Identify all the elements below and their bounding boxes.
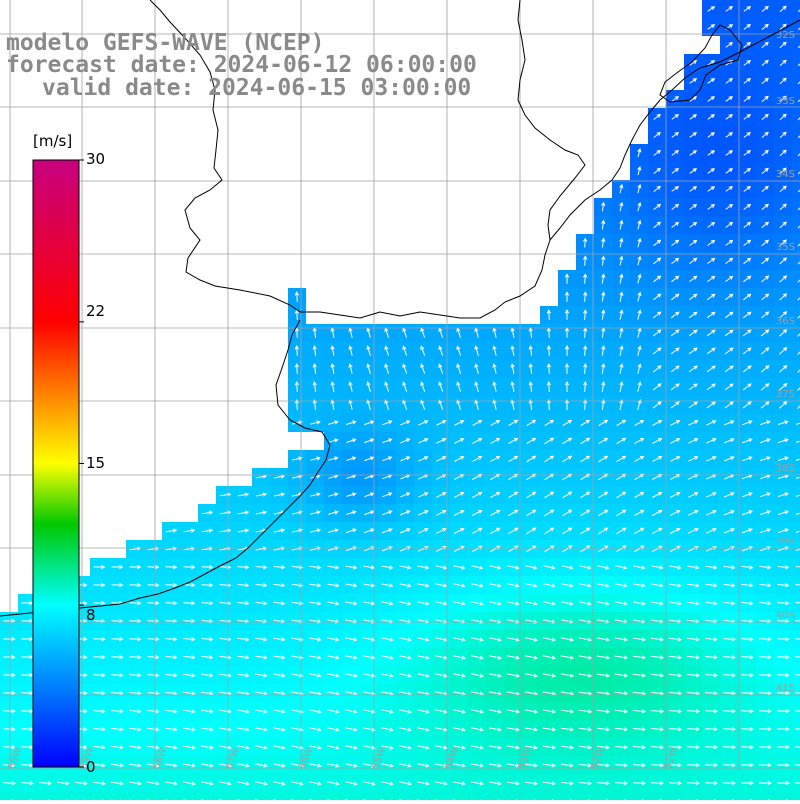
wind-speed-cell [216, 792, 234, 800]
latitude-label: 34S [776, 169, 795, 180]
wind-speed-cell [18, 792, 36, 800]
wind-speed-cell [630, 792, 648, 800]
wind-speed-cell [666, 792, 684, 800]
wind-speed-cell [270, 792, 288, 800]
wind-speed-cell [792, 72, 800, 90]
colorbar-unit: [m/s] [33, 132, 72, 150]
colorbar-gradient [33, 160, 79, 767]
wind-speed-cell [54, 792, 72, 800]
wind-speed-cell [180, 792, 198, 800]
wind-speed-cell [558, 792, 576, 800]
wind-speed-cell [792, 288, 800, 306]
wind-speed-cell [504, 792, 522, 800]
wind-speed-cell [432, 792, 450, 800]
wind-speed-cell [792, 342, 800, 360]
wind-speed-cell [486, 792, 504, 800]
wind-speed-cell [144, 792, 162, 800]
wind-speed-cell [540, 792, 558, 800]
wind-speed-cell [738, 792, 756, 800]
colorbar-tick-30: 30 [86, 150, 105, 168]
colorbar-tick-15: 15 [86, 454, 105, 472]
wind-speed-cell [414, 792, 432, 800]
wind-speed-cell [792, 414, 800, 432]
wind-speed-cell [792, 198, 800, 216]
wind-speed-cell [792, 216, 800, 234]
wind-speed-cell [720, 792, 738, 800]
wind-speed-cell [450, 792, 468, 800]
wind-speed-cell [792, 252, 800, 270]
wind-speed-cell [360, 792, 378, 800]
wind-speed-cell [792, 108, 800, 126]
wind-speed-cell [792, 0, 800, 18]
latitude-label: 38S [776, 463, 795, 474]
wind-speed-cell [72, 792, 90, 800]
wind-speed-cell [234, 792, 252, 800]
latitude-label: 39S [776, 536, 795, 547]
colorbar-tick-22: 22 [86, 302, 105, 320]
wind-speed-cell [684, 792, 702, 800]
latitude-label: 35S [776, 242, 795, 253]
wind-speed-cell [468, 792, 486, 800]
wind-speed-cell [792, 270, 800, 288]
latitude-label: 36S [776, 316, 795, 327]
wind-speed-cell [576, 792, 594, 800]
wind-speed-cell [792, 360, 800, 378]
wind-speed-cell [162, 792, 180, 800]
wind-speed-cell [126, 792, 144, 800]
wind-speed-cell [612, 792, 630, 800]
wind-speed-cell [792, 432, 800, 450]
wind-speed-cell [792, 486, 800, 504]
colorbar-tick-8: 8 [86, 606, 96, 624]
wind-speed-cell [324, 792, 342, 800]
wind-speed-cell [756, 792, 774, 800]
colorbar-tick-0: 0 [86, 758, 96, 776]
wind-speed-cell [342, 792, 360, 800]
wind-speed-cell [306, 792, 324, 800]
map-title-valid-date: valid date: 2024-06-15 03:00:00 [42, 75, 471, 101]
wind-speed-cell [792, 126, 800, 144]
wind-speed-cell [702, 792, 720, 800]
wind-speed-cell [792, 180, 800, 198]
wind-speed-cell [0, 792, 18, 800]
latitude-label: 33S [776, 96, 795, 107]
wind-speed-cell [396, 792, 414, 800]
wind-speed-cell [288, 792, 306, 800]
wind-speed-cell [594, 792, 612, 800]
wind-speed-cell [522, 792, 540, 800]
wind-speed-cell [792, 54, 800, 72]
latitude-label: 41S [776, 683, 795, 694]
latitude-label: 40S [776, 610, 795, 621]
wind-speed-cell [648, 792, 666, 800]
wind-speed-cell [378, 792, 396, 800]
wind-speed-cell [90, 792, 108, 800]
wind-speed-cell [792, 504, 800, 522]
wind-speed-cell [792, 792, 800, 800]
wind-speed-cell [774, 792, 792, 800]
wind-speed-cell [108, 792, 126, 800]
wind-speed-cell [252, 792, 270, 800]
wind-speed-cell [198, 792, 216, 800]
colorbar [33, 160, 84, 767]
wind-speed-cell [792, 144, 800, 162]
wind-speed-cell [36, 792, 54, 800]
latitude-label: 37S [776, 389, 795, 400]
